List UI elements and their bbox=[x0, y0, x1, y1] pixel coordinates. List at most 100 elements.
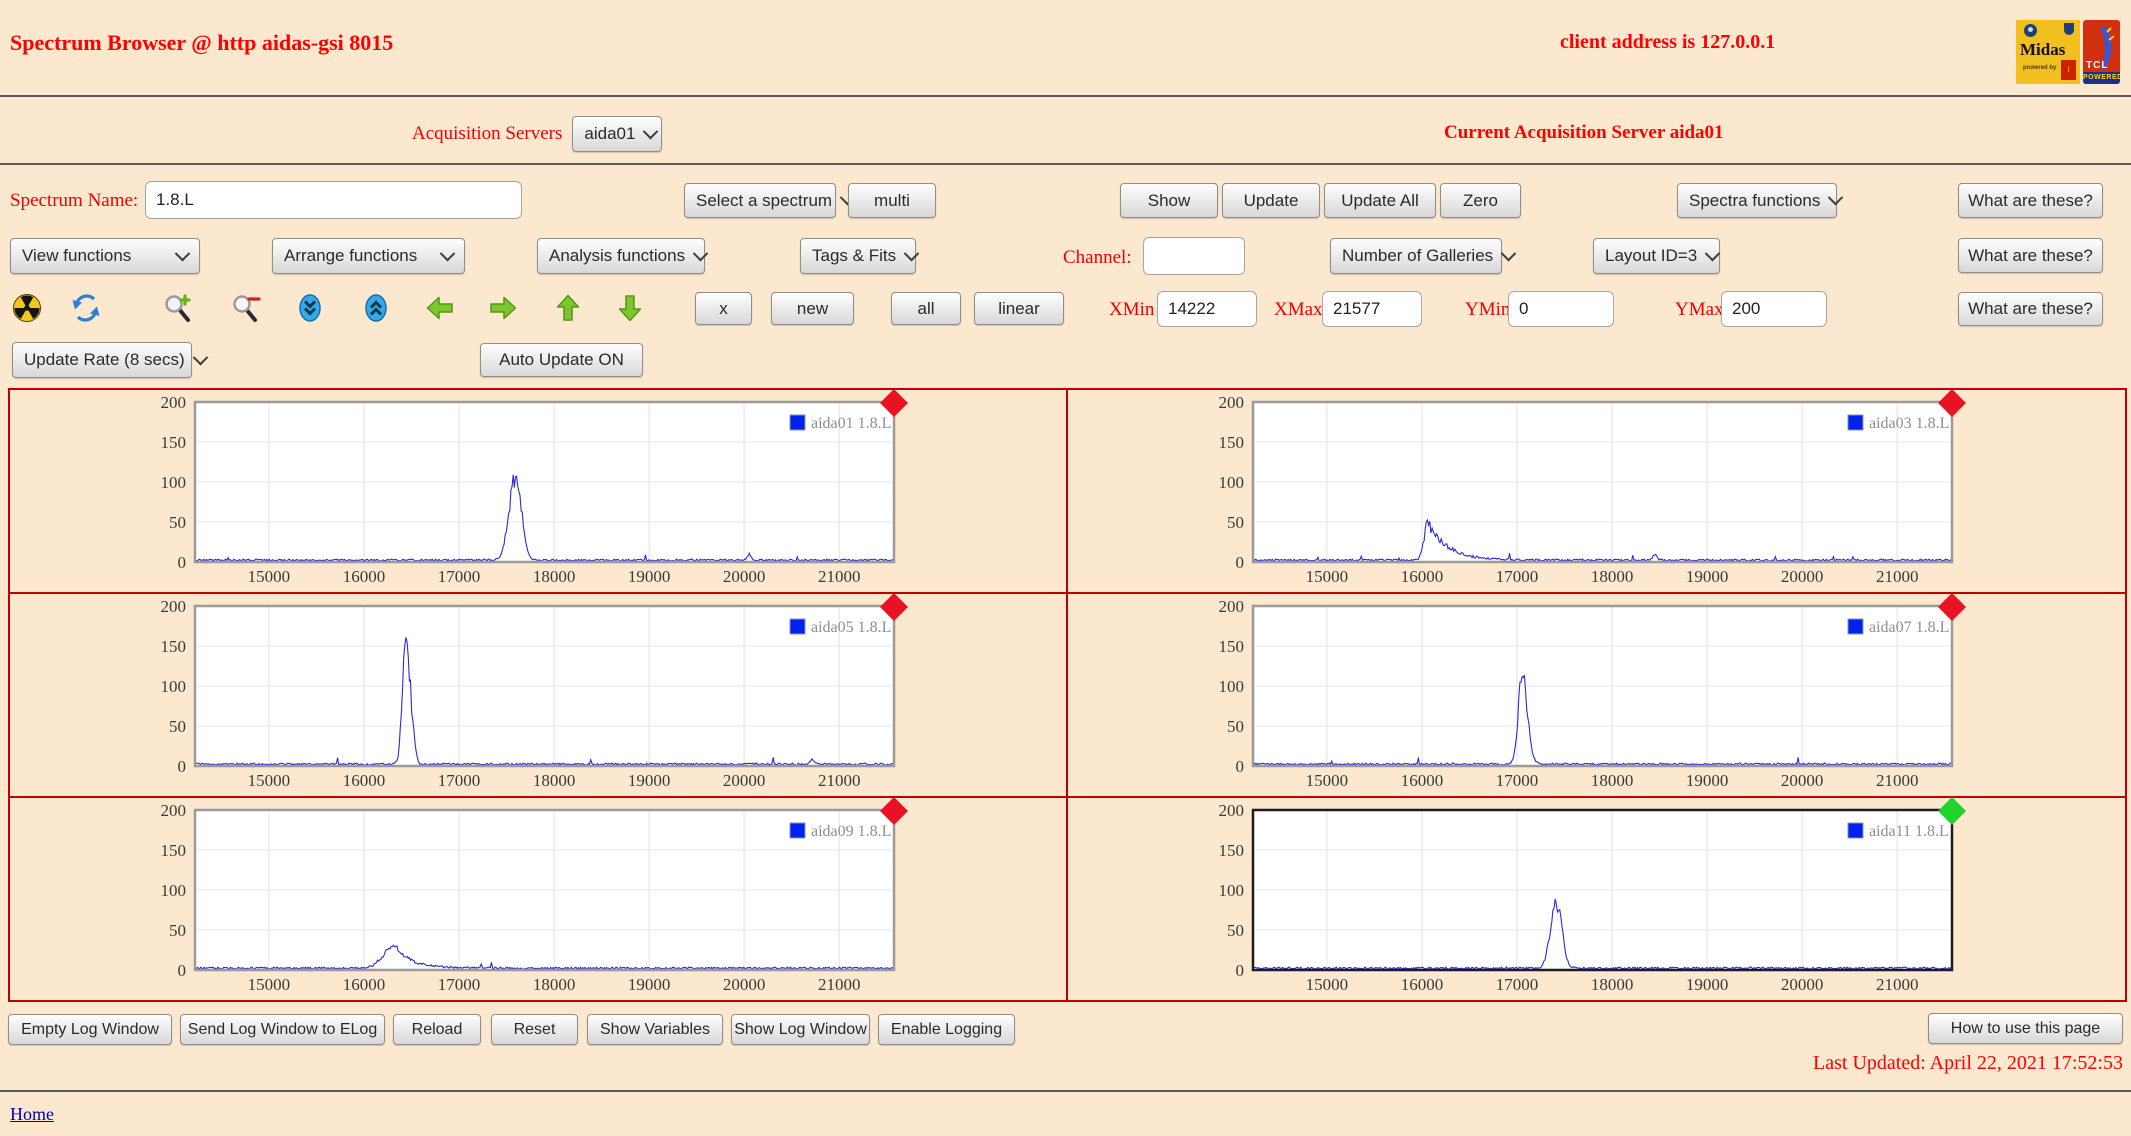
x-tick-label: 19000 bbox=[1685, 771, 1728, 790]
y-tick-label: 100 bbox=[161, 473, 187, 492]
y-tick-label: 50 bbox=[1227, 513, 1244, 532]
spectra-functions-dropdown[interactable]: Spectra functions bbox=[1677, 183, 1844, 218]
spectrum-panel-aida09[interactable]: 15000 16000 17000 18000 19000 20000 21000 0 50 10… bbox=[10, 797, 1068, 1000]
zero-button[interactable]: Zero bbox=[1440, 183, 1521, 218]
reset-button[interactable]: Reset bbox=[491, 1014, 578, 1045]
x-tick-label: 16000 bbox=[343, 567, 386, 586]
update-button[interactable]: Update bbox=[1222, 183, 1320, 218]
home-link[interactable]: Home bbox=[10, 1104, 54, 1124]
legend-label: aida07 1.8.L bbox=[1869, 619, 1949, 636]
enable-logging-button[interactable]: Enable Logging bbox=[878, 1014, 1015, 1045]
zoom-in-icon[interactable] bbox=[163, 293, 193, 323]
zoom-out-icon[interactable] bbox=[232, 293, 262, 323]
select-spectrum-label: Select a spectrum bbox=[696, 190, 833, 210]
analysis-functions-dropdown[interactable]: Analysis functions bbox=[537, 238, 709, 274]
y-tick-label: 0 bbox=[1235, 757, 1244, 776]
what-are-these-button-1[interactable]: What are these? bbox=[1958, 183, 2103, 218]
arrow-right-icon[interactable] bbox=[488, 293, 518, 323]
x-tick-label: 16000 bbox=[343, 975, 386, 994]
spectrum-gallery-grid: 15000 16000 17000 18000 19000 20000 21000 0 50 10… bbox=[8, 388, 2127, 1002]
y-tick-label: 150 bbox=[161, 637, 187, 656]
x-tick-label: 17000 bbox=[1495, 567, 1538, 586]
tags-fits-dropdown[interactable]: Tags & Fits bbox=[800, 238, 920, 274]
multi-button[interactable]: multi bbox=[848, 183, 936, 218]
show-button[interactable]: Show bbox=[1120, 183, 1218, 218]
tcl-powered-logo: TCL POWERED bbox=[2083, 20, 2120, 84]
xmin-input[interactable] bbox=[1157, 291, 1257, 327]
legend-swatch bbox=[1847, 618, 1863, 635]
spectrum-panel-aida01[interactable]: 15000 16000 17000 18000 19000 20000 21000 0 50 10… bbox=[10, 389, 1068, 594]
spectrum-panel-aida07[interactable]: 15000 16000 17000 18000 19000 20000 21000 0 50 10… bbox=[1067, 593, 2125, 798]
x-tick-label: 21000 bbox=[818, 771, 861, 790]
x-tick-label: 16000 bbox=[1400, 771, 1443, 790]
spectrum-panel-aida11[interactable]: 15000 16000 17000 18000 19000 20000 21000 0 50 10… bbox=[1068, 797, 2126, 1000]
scroll-down-icon[interactable] bbox=[295, 293, 325, 323]
ymin-label: YMin bbox=[1465, 299, 1511, 320]
legend-swatch bbox=[789, 414, 806, 431]
chevron-down-icon bbox=[692, 245, 709, 261]
how-to-use-button[interactable]: How to use this page bbox=[1928, 1013, 2123, 1044]
linear-button[interactable]: linear bbox=[974, 292, 1064, 325]
spectrum-chart-aida05: 15000 16000 17000 18000 19000 20000 21000 0 50 10… bbox=[161, 593, 908, 790]
update-all-button[interactable]: Update All bbox=[1324, 183, 1436, 218]
layout-id-dropdown[interactable]: Layout ID=3 bbox=[1593, 238, 1721, 274]
ymax-input[interactable] bbox=[1721, 291, 1827, 327]
acquisition-server-select[interactable]: aida01 bbox=[572, 116, 663, 152]
view-functions-dropdown[interactable]: View functions bbox=[10, 238, 200, 274]
number-of-galleries-dropdown[interactable]: Number of Galleries bbox=[1330, 238, 1517, 274]
arrange-functions-dropdown[interactable]: Arrange functions bbox=[272, 238, 465, 274]
acquisition-server-group: Acquisition Servers aida01 bbox=[412, 116, 663, 152]
new-button[interactable]: new bbox=[771, 292, 854, 325]
arrow-up-icon[interactable] bbox=[553, 293, 583, 323]
status-diamond[interactable] bbox=[880, 389, 908, 417]
show-log-window-button[interactable]: Show Log Window bbox=[731, 1014, 870, 1045]
y-tick-label: 0 bbox=[178, 961, 187, 980]
plot-frame bbox=[193, 400, 896, 564]
arrow-left-icon[interactable] bbox=[425, 293, 455, 323]
x-tick-label: 18000 bbox=[1590, 567, 1633, 586]
x-tick-label: 21000 bbox=[818, 567, 861, 586]
x-axis-button[interactable]: x bbox=[695, 292, 752, 325]
ymin-input[interactable] bbox=[1508, 291, 1614, 327]
send-log-to-elog-button[interactable]: Send Log Window to ELog bbox=[180, 1014, 385, 1045]
spectrum-chart-aida09: 15000 16000 17000 18000 19000 20000 21000 0 50 10… bbox=[161, 797, 908, 994]
y-tick-label: 200 bbox=[1218, 801, 1244, 820]
spectrum-name-input[interactable] bbox=[145, 181, 522, 219]
what-are-these-button-3[interactable]: What are these? bbox=[1958, 292, 2103, 326]
x-tick-label: 20000 bbox=[1780, 975, 1823, 994]
refresh-icon[interactable] bbox=[71, 293, 101, 323]
radiation-icon[interactable] bbox=[12, 293, 42, 323]
show-variables-button[interactable]: Show Variables bbox=[587, 1014, 723, 1045]
plot-frame bbox=[1251, 400, 1953, 564]
what-are-these-button-2[interactable]: What are these? bbox=[1958, 238, 2103, 273]
legend-label: aida03 1.8.L bbox=[1869, 415, 1949, 432]
y-tick-label: 50 bbox=[169, 717, 186, 736]
spectrum-panel-aida03[interactable]: 15000 16000 17000 18000 19000 20000 21000 0 50 10… bbox=[1067, 389, 2125, 594]
all-button[interactable]: all bbox=[891, 292, 961, 325]
x-tick-label: 17000 bbox=[1495, 975, 1538, 994]
x-tick-label: 17000 bbox=[438, 771, 481, 790]
divider bbox=[0, 163, 2131, 165]
status-diamond[interactable] bbox=[880, 797, 908, 825]
scroll-up-icon[interactable] bbox=[361, 293, 391, 323]
status-diamond[interactable] bbox=[1937, 593, 1966, 621]
page-title: Spectrum Browser @ http aidas-gsi 8015 bbox=[10, 30, 394, 55]
spectrum-panel-aida05[interactable]: 15000 16000 17000 18000 19000 20000 21000 0 50 10… bbox=[10, 593, 1068, 798]
reload-button[interactable]: Reload bbox=[393, 1014, 481, 1045]
empty-log-window-button[interactable]: Empty Log Window bbox=[8, 1014, 172, 1045]
status-diamond[interactable] bbox=[1937, 389, 1966, 417]
update-rate-dropdown[interactable]: Update Rate (8 secs) bbox=[12, 342, 208, 378]
status-diamond[interactable] bbox=[1937, 797, 1966, 825]
y-tick-label: 50 bbox=[1227, 717, 1244, 736]
plot-frame bbox=[193, 808, 896, 972]
xmax-input[interactable] bbox=[1322, 291, 1422, 327]
arrow-down-icon[interactable] bbox=[615, 293, 645, 323]
y-tick-label: 150 bbox=[161, 841, 187, 860]
y-tick-label: 150 bbox=[1218, 433, 1244, 452]
x-tick-label: 15000 bbox=[1305, 567, 1348, 586]
channel-input[interactable] bbox=[1143, 237, 1245, 275]
auto-update-button[interactable]: Auto Update ON bbox=[480, 343, 643, 377]
status-diamond[interactable] bbox=[880, 593, 908, 621]
select-spectrum-dropdown[interactable]: Select a spectrum bbox=[684, 183, 856, 218]
chevron-down-icon bbox=[439, 245, 456, 261]
